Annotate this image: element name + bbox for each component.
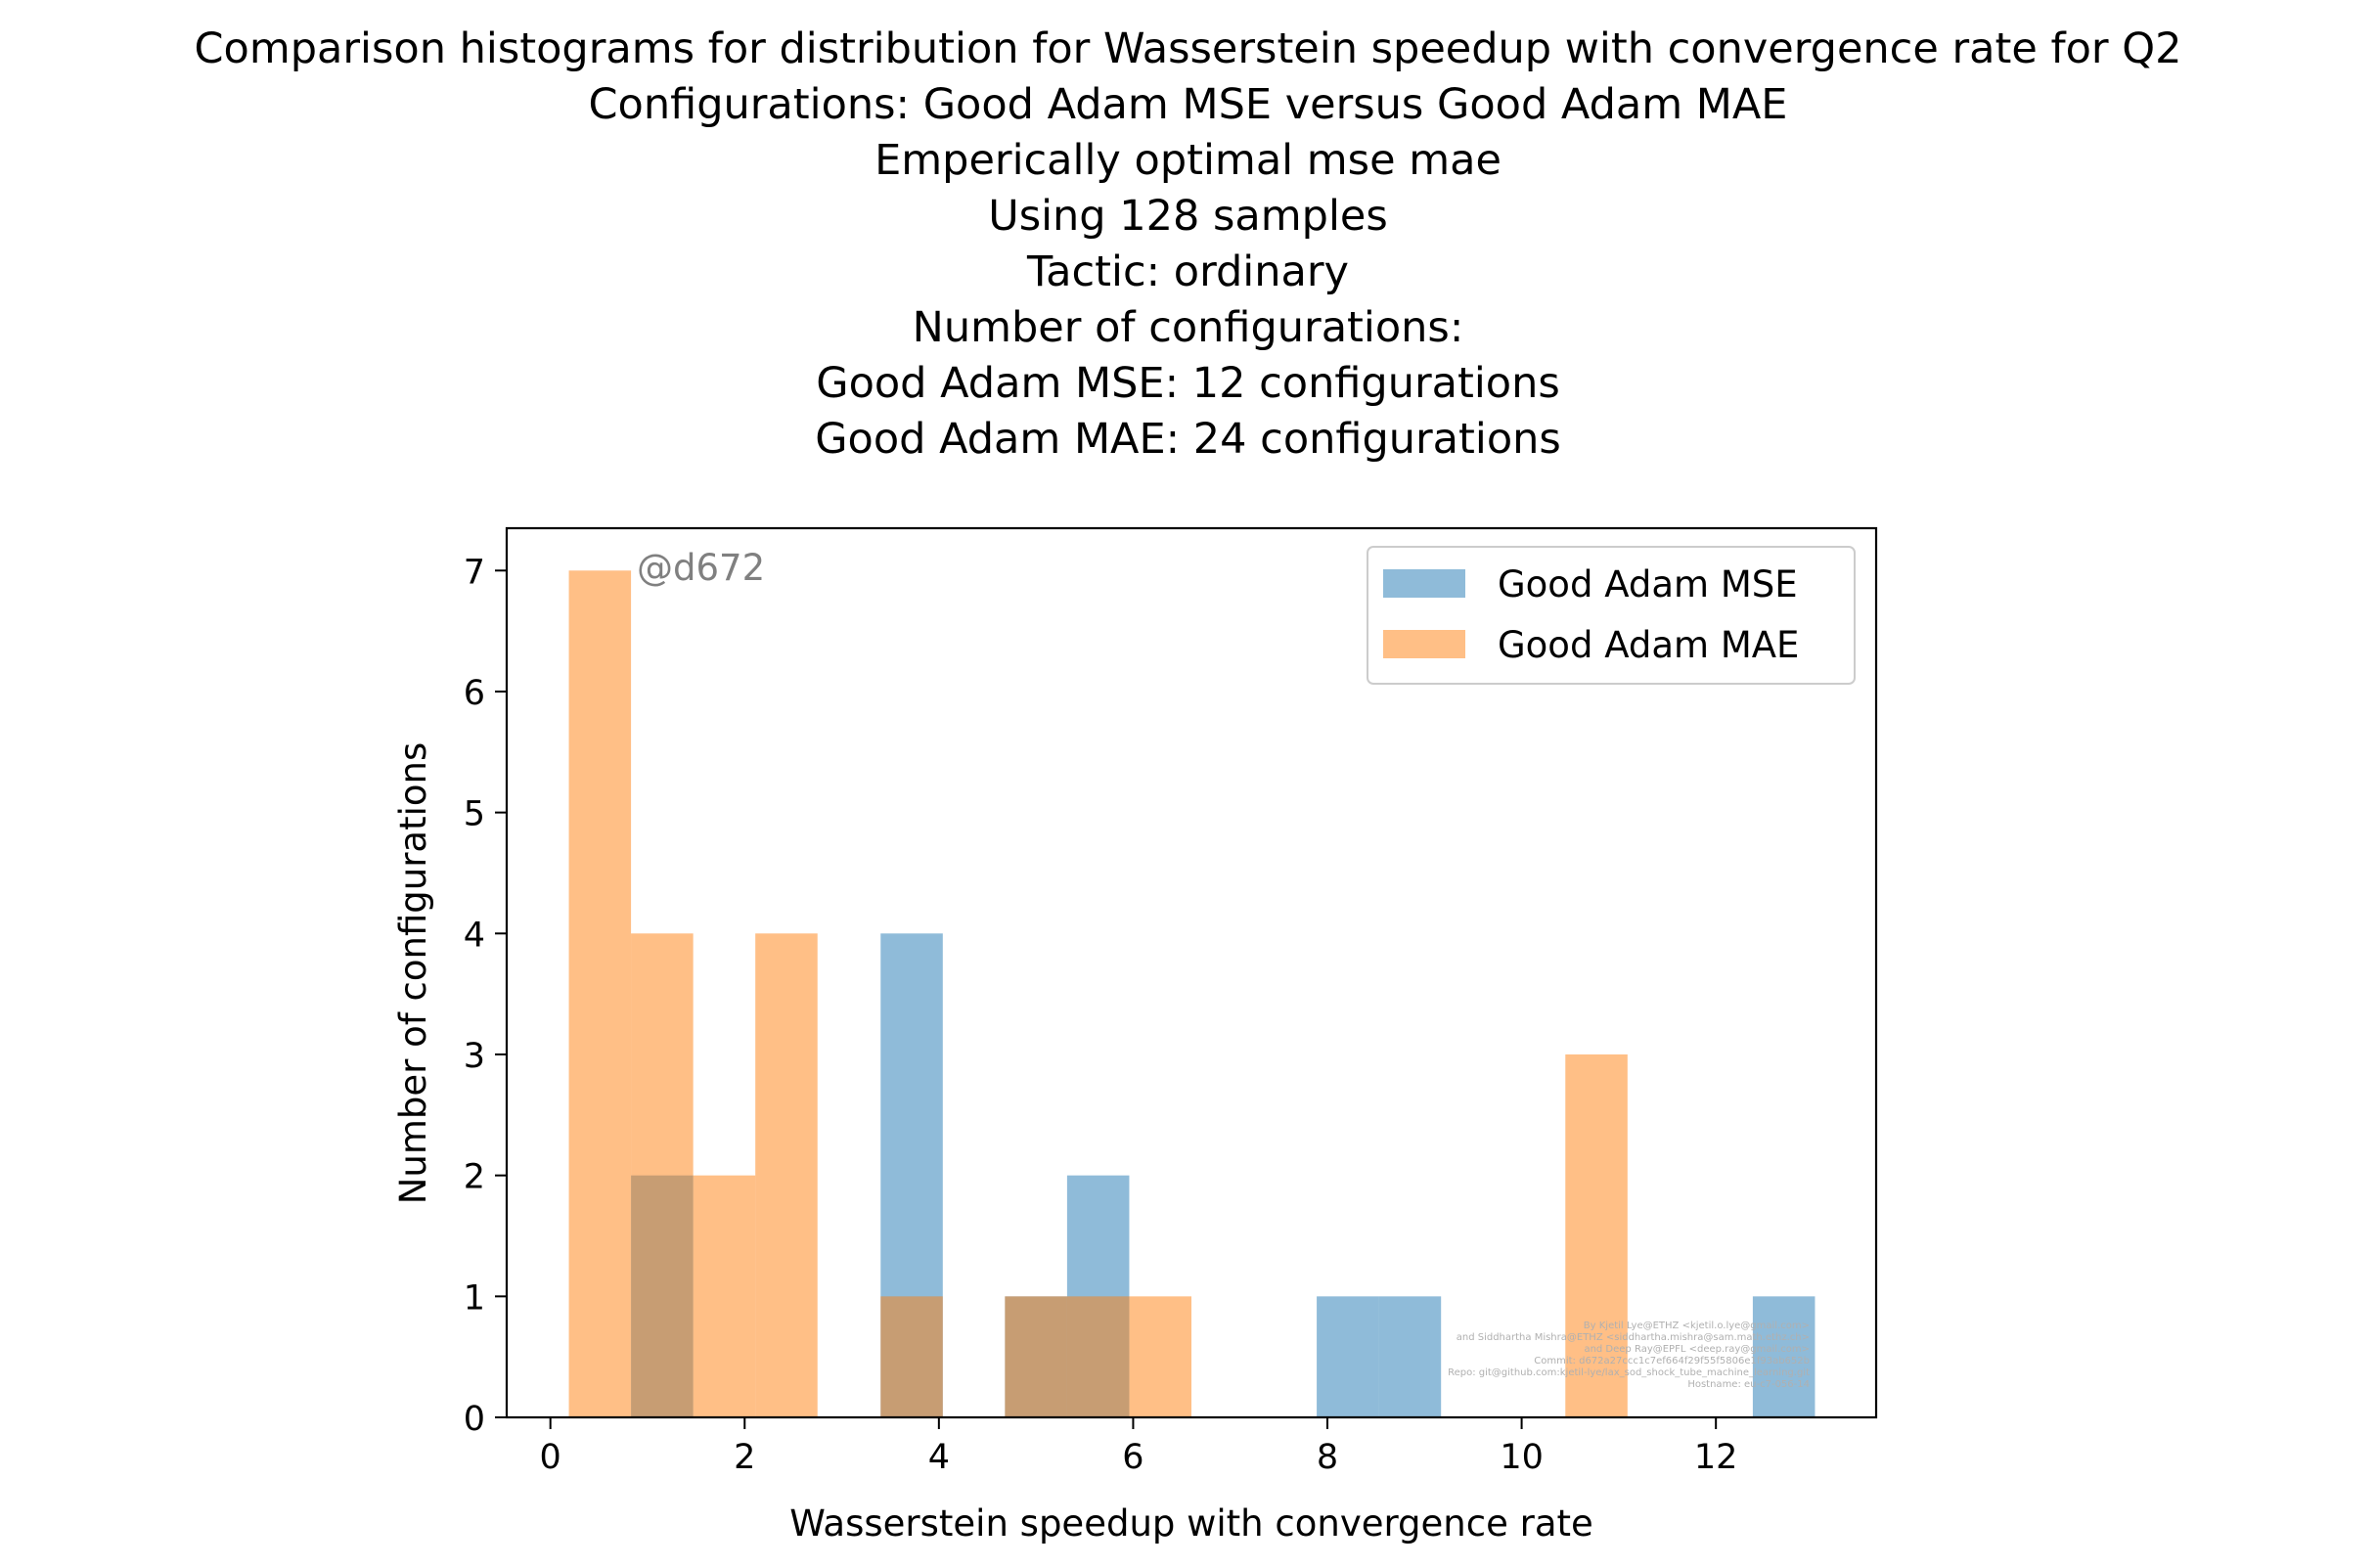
- y-tick-label: 3: [464, 1037, 485, 1076]
- credits-block: By Kjetil Lye@ETHZ <kjetil.o.lye@gmail.c…: [1448, 1321, 1810, 1390]
- x-tick-label: 8: [1317, 1438, 1338, 1477]
- legend: Good Adam MSE Good Adam MAE: [1367, 546, 1856, 685]
- credits-line: By Kjetil Lye@ETHZ <kjetil.o.lye@gmail.c…: [1584, 1321, 1810, 1331]
- x-tick-label: 12: [1694, 1438, 1738, 1477]
- bar-mse-5: [1378, 1296, 1442, 1417]
- bar-mae-0: [568, 570, 632, 1417]
- title-line-1: Comparison histograms for distribution f…: [194, 24, 2182, 73]
- legend-swatch-mae: [1383, 630, 1465, 658]
- bar-mae-8: [1565, 1053, 1628, 1417]
- title-line-8: Good Adam MAE: 24 configurations: [815, 415, 1561, 464]
- bar-mae-2: [693, 1175, 756, 1417]
- bar-mae-6: [1066, 1296, 1130, 1417]
- legend-label-mae: Good Adam MAE: [1498, 624, 1799, 666]
- credits-line: and Deep Ray@EPFL <deep.ray@gmail.com>: [1584, 1344, 1810, 1355]
- title-line-2: Configurations: Good Adam MSE versus Goo…: [588, 80, 1788, 129]
- bar-mse-6: [1752, 1296, 1816, 1417]
- y-tick-label: 6: [464, 674, 485, 713]
- title-line-5: Tactic: ordinary: [1027, 247, 1349, 296]
- bar-mae-3: [755, 933, 818, 1417]
- chart-title: Comparison histograms for distribution f…: [0, 22, 2376, 468]
- x-tick-label: 6: [1122, 1438, 1143, 1477]
- y-tick-label: 1: [464, 1278, 485, 1318]
- y-tick-label: 5: [464, 795, 485, 834]
- x-tick-label: 0: [540, 1438, 561, 1477]
- title-line-6: Number of configurations:: [912, 303, 1464, 352]
- y-tick-label: 7: [464, 553, 485, 592]
- credits-line: Commit: d672a27ccc1c7ef664f29f55f5806e1f…: [1534, 1356, 1810, 1366]
- y-tick-label: 0: [464, 1400, 485, 1439]
- credits-line: Repo: git@github.com:kjetil-lye/lax_sod_…: [1448, 1367, 1810, 1378]
- credits-line: and Siddhartha Mishra@ETHZ <siddhartha.m…: [1457, 1332, 1810, 1343]
- y-tick-label: 4: [464, 916, 485, 955]
- bar-mse-4: [1317, 1296, 1379, 1417]
- y-axis-label: Number of configurations: [392, 742, 434, 1205]
- bar-mae-1: [631, 933, 694, 1417]
- title-line-3: Emperically optimal mse mae: [874, 136, 1502, 185]
- legend-swatch-mse: [1383, 569, 1465, 598]
- plot-frame: [505, 526, 1878, 1419]
- bar-mae-7: [1129, 1296, 1191, 1417]
- title-line-4: Using 128 samples: [988, 192, 1388, 241]
- x-axis-label: Wasserstein speedup with convergence rat…: [789, 1502, 1593, 1545]
- credits-line: Hostname: eu-c7-056-14: [1687, 1379, 1810, 1390]
- x-tick-label: 4: [928, 1438, 950, 1477]
- bars-layer: [568, 570, 1816, 1417]
- commit-watermark: @d672: [637, 547, 765, 589]
- title-line-7: Good Adam MSE: 12 configurations: [816, 359, 1560, 408]
- legend-box: [1367, 546, 1856, 685]
- y-tick-label: 2: [464, 1158, 485, 1197]
- x-tick-label: 2: [734, 1438, 755, 1477]
- bar-mae-4: [880, 1296, 943, 1417]
- bar-mae-5: [1005, 1296, 1067, 1417]
- x-tick-label: 10: [1500, 1438, 1544, 1477]
- legend-label-mse: Good Adam MSE: [1498, 563, 1798, 605]
